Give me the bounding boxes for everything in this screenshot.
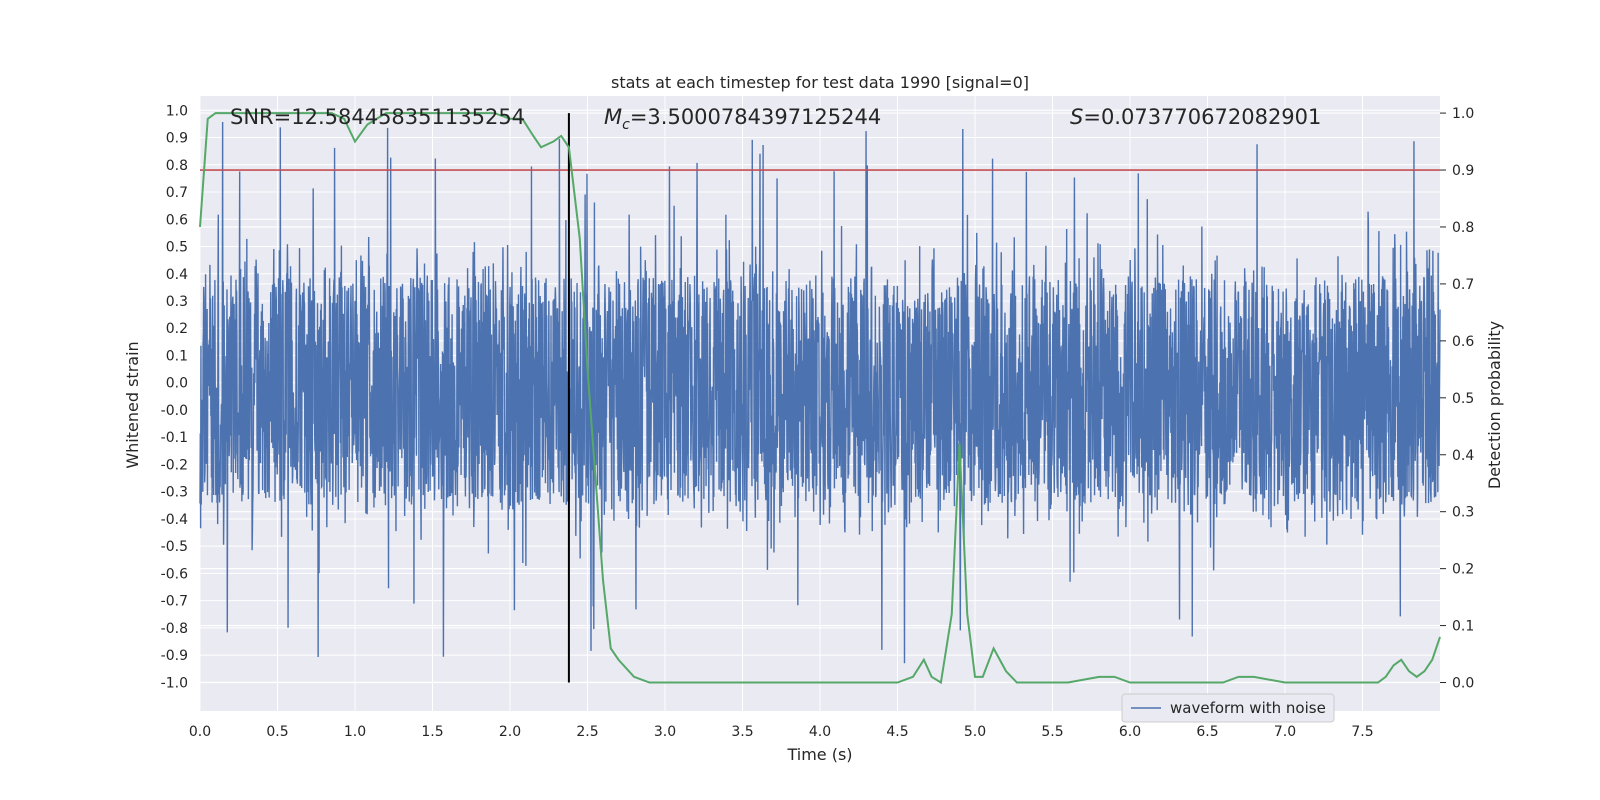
s-value: =0.073770672082901 [1083, 105, 1321, 129]
x-tick-label: 3.5 [731, 724, 753, 740]
y-tick-label: 0.8 [166, 158, 188, 174]
y-tick-label: -0.8 [161, 621, 188, 637]
chirp-mass-annotation: Mc=3.5000784397125244 [604, 105, 881, 133]
y-axis-label: Whitened strain [123, 341, 142, 468]
y-tick-label: -0.6 [161, 566, 188, 582]
x-tick-label: 3.0 [654, 724, 676, 740]
chirp-mass-subscript: c [622, 117, 630, 133]
y-tick-label: -0.7 [161, 594, 188, 610]
y-tick-label: 0.4 [166, 267, 188, 283]
legend: waveform with noise [1121, 693, 1335, 723]
y-tick-label: -0.9 [161, 648, 188, 664]
y-tick-label: 0.0 [166, 376, 188, 392]
y-right-tick-label: 0.9 [1452, 163, 1474, 179]
chirp-mass-value: =3.5000784397125244 [630, 105, 881, 129]
y-tick-label: 0.3 [166, 294, 188, 310]
y-right-tick-label: 0.5 [1452, 391, 1474, 407]
y-tick-label: 0.2 [166, 321, 188, 337]
x-tick-label: 1.0 [344, 724, 366, 740]
x-tick-label: 4.5 [886, 724, 908, 740]
y-tick-label: -0.5 [161, 539, 188, 555]
x-tick-label: 7.5 [1351, 724, 1373, 740]
s-annotation: S=0.073770672082901 [1070, 105, 1321, 129]
y-right-tick-label: 0.8 [1452, 220, 1474, 236]
y-right-tick-label: 0.1 [1452, 619, 1474, 635]
waveform-series [199, 122, 1441, 664]
y-tick-label: -1.0 [161, 675, 188, 691]
y-tick-label: 0.9 [166, 131, 188, 147]
overlay [199, 112, 1441, 685]
y-tick-label: 1.0 [166, 103, 188, 119]
x-tick-label: 0.5 [266, 724, 288, 740]
chart-title: stats at each timestep for test data 199… [611, 73, 1029, 92]
axes: 1.0 0.9 0.8 0.7 0.6 0.5 0.4 0.3 0.2 0.1 0.0 -0.0 -0.… [161, 103, 1475, 740]
s-symbol: S [1070, 105, 1083, 129]
y-right-tick-label: 0.7 [1452, 277, 1474, 293]
legend-label: waveform with noise [1170, 699, 1326, 717]
x-axis-label: Time (s) [786, 745, 852, 764]
x-tick-label: 6.5 [1196, 724, 1218, 740]
x-tick-label: 1.5 [421, 724, 443, 740]
y-tick-label: -0.2 [161, 457, 188, 473]
y-right-tick-label: 1.0 [1452, 106, 1474, 122]
y-right-tick-label: 0.4 [1452, 448, 1474, 464]
detection-probability-line [199, 112, 1441, 685]
y-right-tick-label: 0.6 [1452, 334, 1474, 350]
y-tick-label: 0.1 [166, 348, 188, 364]
y-axis-label-right: Detection probability [1485, 321, 1504, 489]
snr-annotation: SNR=12.584458351135254 [230, 105, 525, 129]
y-right-tick-label: 0.2 [1452, 562, 1474, 578]
x-tick-label: 5.0 [964, 724, 986, 740]
y-tick-label: -0.0 [161, 403, 188, 419]
legend-box [1121, 693, 1335, 723]
y-tick-label: 0.7 [166, 185, 188, 201]
y-tick-label: 0.6 [166, 212, 188, 228]
waveform-line [199, 122, 1441, 664]
x-tick-label: 5.5 [1041, 724, 1063, 740]
y-right-tick-label: 0.3 [1452, 505, 1474, 521]
x-tick-label: 2.5 [576, 724, 598, 740]
y-tick-label: -0.3 [161, 485, 188, 501]
y-tick-label: 0.5 [166, 240, 188, 256]
chirp-mass-symbol: M [604, 105, 622, 129]
x-tick-label: 4.0 [809, 724, 831, 740]
y-tick-label: -0.1 [161, 430, 188, 446]
x-tick-label: 0.0 [189, 724, 211, 740]
y-right-tick-label: 0.0 [1452, 676, 1474, 692]
x-tick-label: 2.0 [499, 724, 521, 740]
x-tick-label: 7.0 [1274, 724, 1296, 740]
y-tick-label: -0.4 [161, 512, 188, 528]
x-tick-label: 6.0 [1119, 724, 1141, 740]
